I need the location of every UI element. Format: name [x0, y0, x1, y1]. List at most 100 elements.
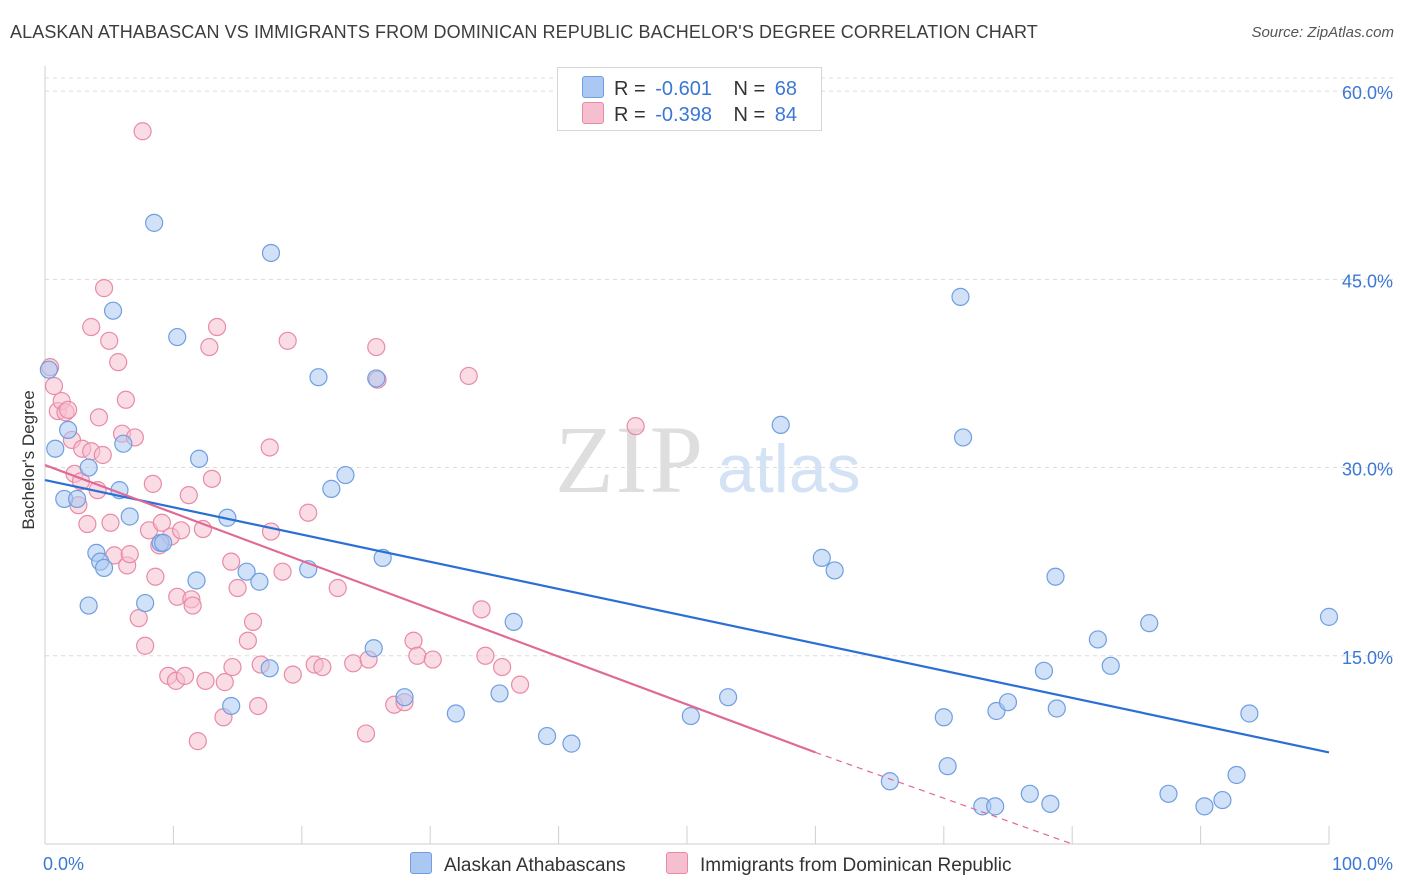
data-point-dominican	[223, 657, 242, 677]
y-axis-label: Bachelor's Degree	[19, 390, 38, 529]
legend-swatch-pink	[582, 102, 604, 124]
data-point-athabascan	[94, 558, 114, 578]
data-point-athabascan	[79, 458, 98, 477]
data-point-athabascan	[446, 704, 465, 723]
data-point-dominican	[196, 671, 215, 690]
data-point-dominican	[152, 513, 171, 532]
data-point-athabascan	[771, 415, 790, 434]
data-point-dominican	[344, 654, 363, 673]
data-point-dominican	[188, 732, 207, 751]
data-point-dominican	[183, 596, 202, 615]
data-point-athabascan	[367, 369, 386, 388]
data-point-athabascan	[79, 596, 98, 615]
data-point-dominican	[200, 337, 219, 357]
data-point-dominican	[207, 317, 227, 337]
data-point-athabascan	[1020, 784, 1039, 803]
legend-swatch-blue	[410, 852, 432, 874]
legend-swatch-pink	[666, 852, 688, 874]
legend-r-value: -0.398	[655, 104, 712, 126]
data-point-athabascan	[120, 507, 139, 526]
data-point-athabascan	[938, 757, 957, 776]
data-point-dominican	[215, 673, 234, 692]
legend-r-label: R =	[614, 78, 646, 100]
data-point-athabascan	[114, 434, 133, 453]
data-point-athabascan	[1319, 607, 1339, 626]
data-point-athabascan	[395, 688, 414, 707]
data-point-athabascan	[136, 593, 155, 613]
data-point-athabascan	[1240, 704, 1259, 723]
data-point-athabascan	[1195, 797, 1214, 816]
data-point-dominican	[82, 317, 101, 337]
data-point-dominican	[283, 665, 302, 684]
data-point-athabascan	[46, 439, 65, 458]
data-point-athabascan	[145, 213, 164, 232]
data-point-athabascan	[986, 797, 1005, 816]
legend-n-label: N =	[733, 78, 766, 100]
data-point-athabascan	[1034, 661, 1054, 680]
data-point-dominican	[328, 578, 347, 598]
data-point-athabascan	[681, 706, 700, 726]
data-point-athabascan	[364, 639, 383, 658]
series-athabascan-points	[39, 213, 1339, 816]
data-point-athabascan	[154, 533, 173, 552]
data-point-dominican	[313, 657, 332, 677]
data-point-dominican	[93, 445, 112, 465]
data-point-dominican	[238, 631, 257, 650]
data-point-athabascan	[951, 287, 970, 306]
data-point-athabascan	[189, 449, 209, 468]
data-point-athabascan	[934, 708, 953, 727]
data-point-athabascan	[1213, 790, 1232, 810]
data-point-athabascan	[490, 684, 509, 703]
trend-line-dominican	[44, 464, 816, 754]
data-point-athabascan	[1041, 794, 1060, 813]
data-point-athabascan	[718, 688, 738, 707]
data-point-dominican	[100, 331, 119, 350]
data-point-athabascan	[261, 243, 281, 263]
data-point-dominican	[404, 631, 423, 650]
data-point-athabascan	[39, 360, 58, 379]
data-point-athabascan	[812, 548, 831, 567]
data-point-dominican	[143, 474, 162, 493]
data-point-athabascan	[562, 734, 581, 753]
y-tick-label: 15.0%	[1342, 648, 1393, 668]
trend-lines	[44, 464, 1330, 845]
watermark-atlas: atlas	[717, 431, 861, 507]
legend-label-athabascans: Alaskan Athabascans	[444, 855, 626, 876]
data-point-athabascan	[953, 428, 973, 447]
data-point-athabascan	[187, 571, 206, 590]
watermark: ZIP atlas	[555, 406, 861, 513]
data-point-dominican	[273, 562, 292, 581]
data-point-athabascan	[309, 368, 328, 387]
legend-item-dominican: Immigrants from Dominican Republic	[666, 852, 1012, 877]
correlation-legend: R = -0.601 N = 68 R = -0.398 N = 84	[557, 67, 822, 131]
data-point-dominican	[261, 522, 281, 541]
data-point-dominican	[89, 408, 109, 427]
x-tick-label-min: 0.0%	[43, 854, 84, 874]
data-point-athabascan	[825, 561, 844, 580]
y-tick-label: 60.0%	[1342, 83, 1393, 103]
data-point-dominican	[472, 600, 491, 619]
data-point-dominican	[510, 675, 530, 694]
data-point-dominican	[249, 696, 268, 716]
data-point-dominican	[109, 353, 128, 372]
data-point-athabascan	[322, 479, 341, 498]
data-point-dominican	[172, 521, 191, 540]
data-point-dominican	[367, 337, 386, 357]
chart-title: ALASKAN ATHABASCAN VS IMMIGRANTS FROM DO…	[10, 22, 1038, 42]
data-point-dominican	[146, 567, 165, 586]
y-tick-label: 30.0%	[1342, 460, 1393, 480]
data-point-dominican	[133, 122, 152, 141]
legend-row-athabascan: R = -0.601 N = 68	[582, 76, 797, 100]
data-point-dominican	[228, 578, 247, 598]
data-point-athabascan	[260, 659, 279, 678]
data-point-athabascan	[1140, 614, 1159, 633]
data-point-dominican	[129, 609, 148, 628]
data-point-dominican	[243, 612, 263, 631]
data-point-athabascan	[250, 572, 269, 591]
data-point-athabascan	[537, 726, 557, 746]
data-point-dominican	[493, 657, 512, 677]
legend-n-label: N =	[733, 104, 766, 126]
trend-line-athabascan	[44, 479, 1330, 754]
data-point-dominican	[299, 503, 318, 522]
